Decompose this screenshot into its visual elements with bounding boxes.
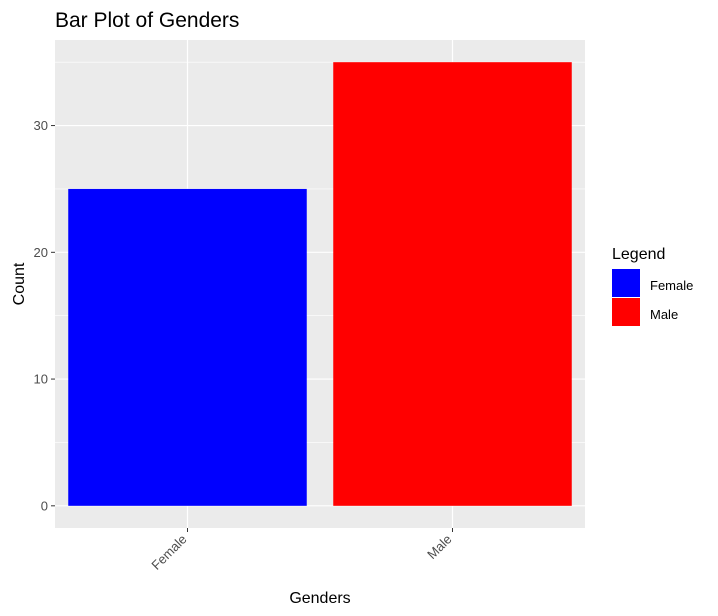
y-axis-tick-labels: 0 10 20 30 [34,118,48,513]
bar-female [68,188,307,506]
y-tick-label: 20 [34,245,48,260]
x-axis-title: Genders [289,590,350,607]
y-tick-label: 0 [41,498,48,513]
legend-title: Legend [612,246,665,263]
x-axis-tick-labels: Female Male [148,532,454,573]
bar-male [333,62,572,506]
x-axis-ticks [187,528,453,532]
chart-title: Bar Plot of Genders [55,9,239,32]
legend: Legend Female Male [612,246,693,326]
y-axis-title: Count [11,262,28,305]
x-tick-label-female: Female [148,532,189,573]
y-tick-label: 30 [34,118,48,133]
legend-key-male [612,298,640,326]
legend-key-female [612,269,640,297]
bars [68,62,572,506]
legend-label-male: Male [650,307,678,322]
y-tick-label: 10 [34,372,48,387]
y-axis-ticks [51,125,55,507]
x-tick-label-male: Male [424,532,455,563]
legend-label-female: Female [650,278,693,293]
